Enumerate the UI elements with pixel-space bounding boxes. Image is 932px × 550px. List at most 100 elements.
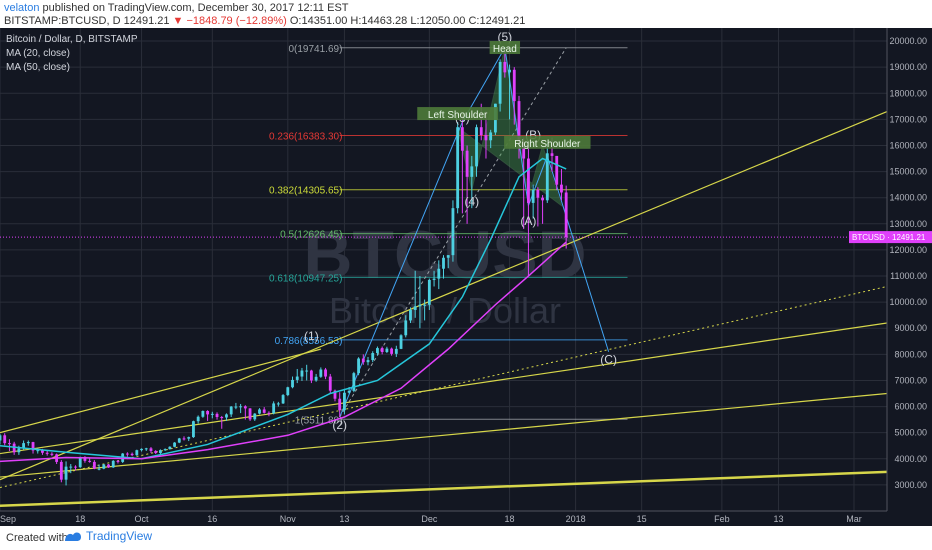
trendline	[0, 285, 888, 488]
candle-body	[324, 369, 327, 377]
legend-title: Bitcoin / Dollar, D, BITSTAMP	[6, 34, 138, 45]
candle-body	[187, 437, 191, 439]
y-tick-label: 16000.00	[889, 140, 927, 150]
candle-body	[258, 409, 261, 414]
candle-body	[555, 155, 559, 185]
legend-ma50[interactable]: MA (50, close)	[6, 62, 70, 73]
pattern-label-bg	[504, 135, 591, 149]
x-tick-label: Sep	[0, 514, 16, 524]
price-tag-bg	[849, 231, 932, 244]
candle-body	[12, 443, 16, 453]
fib-level-label: 0.786(8556.53)	[275, 336, 343, 347]
candle-body	[210, 413, 214, 415]
candle-body	[328, 376, 332, 391]
trendline	[0, 322, 888, 455]
candle-body	[22, 443, 26, 449]
legend-ma20[interactable]: MA (20, close)	[6, 48, 70, 59]
candle-body	[276, 403, 280, 405]
candle-body	[3, 435, 7, 444]
candle-body	[225, 414, 228, 418]
candle-body	[371, 353, 375, 361]
wave-label: (2)	[332, 418, 347, 432]
candle-body	[338, 398, 342, 411]
candle-body	[423, 304, 427, 306]
candle-body	[107, 464, 110, 468]
candle-body	[220, 417, 224, 419]
candle-body	[149, 448, 153, 451]
y-tick-label: 3000.00	[894, 480, 927, 490]
trendline	[0, 392, 888, 478]
candle-body	[376, 348, 379, 354]
candle-body	[309, 370, 313, 381]
candle-body	[74, 466, 77, 468]
candle-body	[347, 390, 351, 393]
y-tick-label: 4000.00	[894, 454, 927, 464]
candle-body	[182, 438, 186, 440]
tradingview-link[interactable]: TradingView	[64, 529, 152, 543]
pattern-label-bg	[417, 107, 499, 121]
candle-body	[442, 257, 445, 269]
y-tick-label: 13000.00	[889, 219, 927, 229]
y-tick-label: 11000.00	[890, 271, 927, 281]
y-tick-label: 7000.00	[894, 375, 927, 385]
candle-body	[427, 279, 431, 305]
publisher-name[interactable]: velaton	[4, 2, 40, 14]
candle-body	[286, 387, 290, 396]
y-tick-label: 14000.00	[889, 193, 927, 203]
x-tick-label: Oct	[135, 514, 150, 524]
symbol-label: BITSTAMP:BTCUSD, D	[4, 15, 121, 27]
candle-body	[479, 127, 483, 136]
y-tick-label: 15000.00	[889, 167, 927, 177]
wave-label: (1)	[304, 329, 319, 343]
x-tick-label: 15	[637, 514, 647, 524]
candle-body	[59, 461, 63, 480]
candle-body	[352, 373, 356, 391]
x-tick-label: 16	[207, 514, 217, 524]
candle-body	[470, 166, 474, 177]
watermark-ticker: BTCUSD	[303, 217, 586, 293]
candle-body	[267, 412, 271, 414]
trendline	[0, 348, 321, 434]
y-tick-label: 17000.00	[889, 114, 927, 124]
candle-body	[295, 376, 299, 380]
candle-body	[361, 358, 365, 363]
candle-body	[125, 453, 129, 455]
pattern-label: Head	[493, 44, 517, 55]
candle-body	[475, 127, 478, 167]
candle-body	[541, 197, 544, 201]
created-with-text: Created with	[6, 532, 68, 544]
candle-body	[418, 304, 422, 307]
fib-level-label: 0.382(14305.65)	[269, 186, 342, 197]
candle-body	[517, 101, 521, 143]
candle-body	[36, 450, 40, 452]
candle-body	[343, 392, 346, 411]
pattern-label: Right Shoulder	[514, 139, 581, 150]
candle-body	[177, 438, 181, 443]
y-tick-label: 18000.00	[889, 88, 927, 98]
x-tick-label: 18	[505, 514, 515, 524]
candle-body	[135, 450, 139, 456]
candle-body	[498, 61, 502, 104]
candle-body	[64, 466, 68, 480]
candle-body	[26, 442, 30, 444]
tradingview-logo-icon	[65, 532, 81, 541]
candle-body	[446, 255, 450, 258]
candle-body	[305, 370, 309, 372]
candle-body	[503, 61, 507, 73]
candle-body	[385, 348, 389, 353]
wave-label: (C)	[600, 352, 617, 366]
x-tick-label: Nov	[280, 514, 297, 524]
wave-leg-up	[339, 121, 463, 418]
x-tick-label: 18	[75, 514, 85, 524]
candle-body	[522, 142, 526, 159]
x-tick-label: Feb	[714, 514, 730, 524]
candle-body	[111, 460, 115, 468]
candle-body	[281, 395, 285, 404]
candle-body	[234, 406, 238, 408]
footer: Created with TradingView	[0, 526, 932, 550]
candle-body	[78, 456, 82, 468]
y-tick-label: 20000.00	[889, 36, 927, 46]
chart-area[interactable]: BTCUSD Bitcoin / Dollar 0(19741.69) 0.236(1…	[0, 28, 932, 526]
y-tick-label: 10000.00	[889, 297, 927, 307]
